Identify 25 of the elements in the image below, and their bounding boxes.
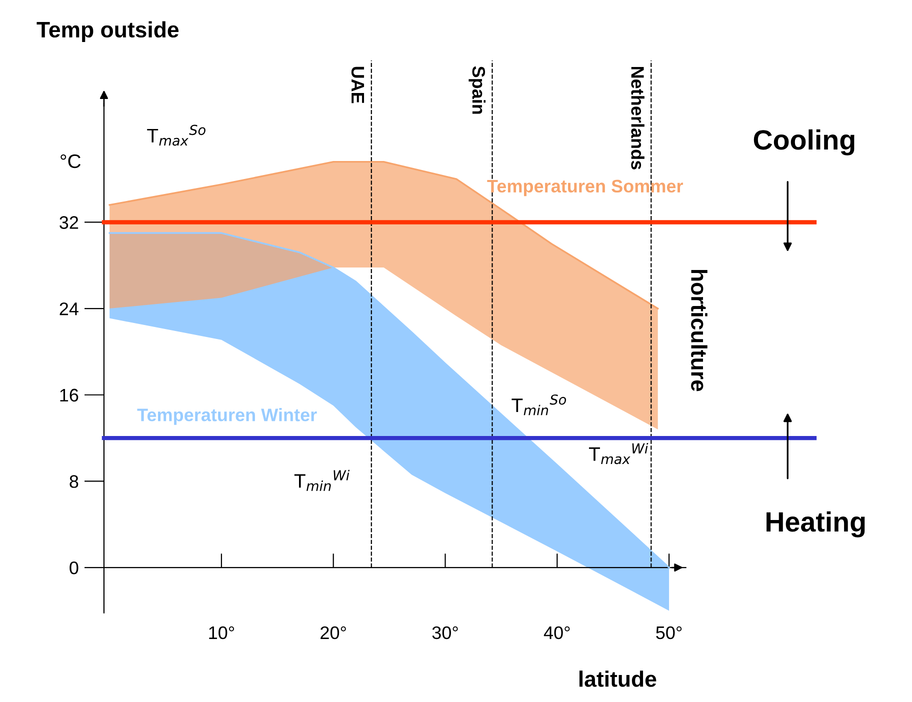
chart-title: Temp outside xyxy=(36,21,179,42)
text: horticulture xyxy=(691,270,708,392)
x-tick-label: 10° xyxy=(209,626,234,640)
text: Heating xyxy=(766,511,865,538)
y-tick-label: 32 xyxy=(60,216,78,229)
ref-line-label: Netherlands xyxy=(631,66,644,170)
annotation: T$_{min}$$^{Wi}$ xyxy=(294,470,350,491)
y-tick-label: 24 xyxy=(60,302,78,316)
y-axis-title: °C xyxy=(60,154,81,168)
text: Temperaturen Winter xyxy=(137,408,317,425)
x-tick-label: 40° xyxy=(544,626,570,640)
annotation: T$_{max}$$^{Wi}$ xyxy=(588,442,648,464)
x-tick-label: 20° xyxy=(320,626,346,640)
ref-line-label: Spain xyxy=(468,66,486,114)
y-tick-label: 8 xyxy=(70,475,78,488)
annotation: T$_{max}$$^{So}$ xyxy=(147,124,206,146)
y-tick-label: 0 xyxy=(70,561,78,574)
y-tick-label: 16 xyxy=(60,388,78,402)
series-label: Temperaturen Sommer xyxy=(487,180,684,196)
x-axis-title: latitude xyxy=(579,670,656,687)
x-tick-label: 30° xyxy=(432,626,458,640)
ref-line-label: UAE xyxy=(351,66,364,104)
annotation: T$_{min}$$^{So}$ xyxy=(512,394,566,416)
text: Cooling xyxy=(754,129,854,156)
x-tick-label: 50° xyxy=(656,626,682,640)
